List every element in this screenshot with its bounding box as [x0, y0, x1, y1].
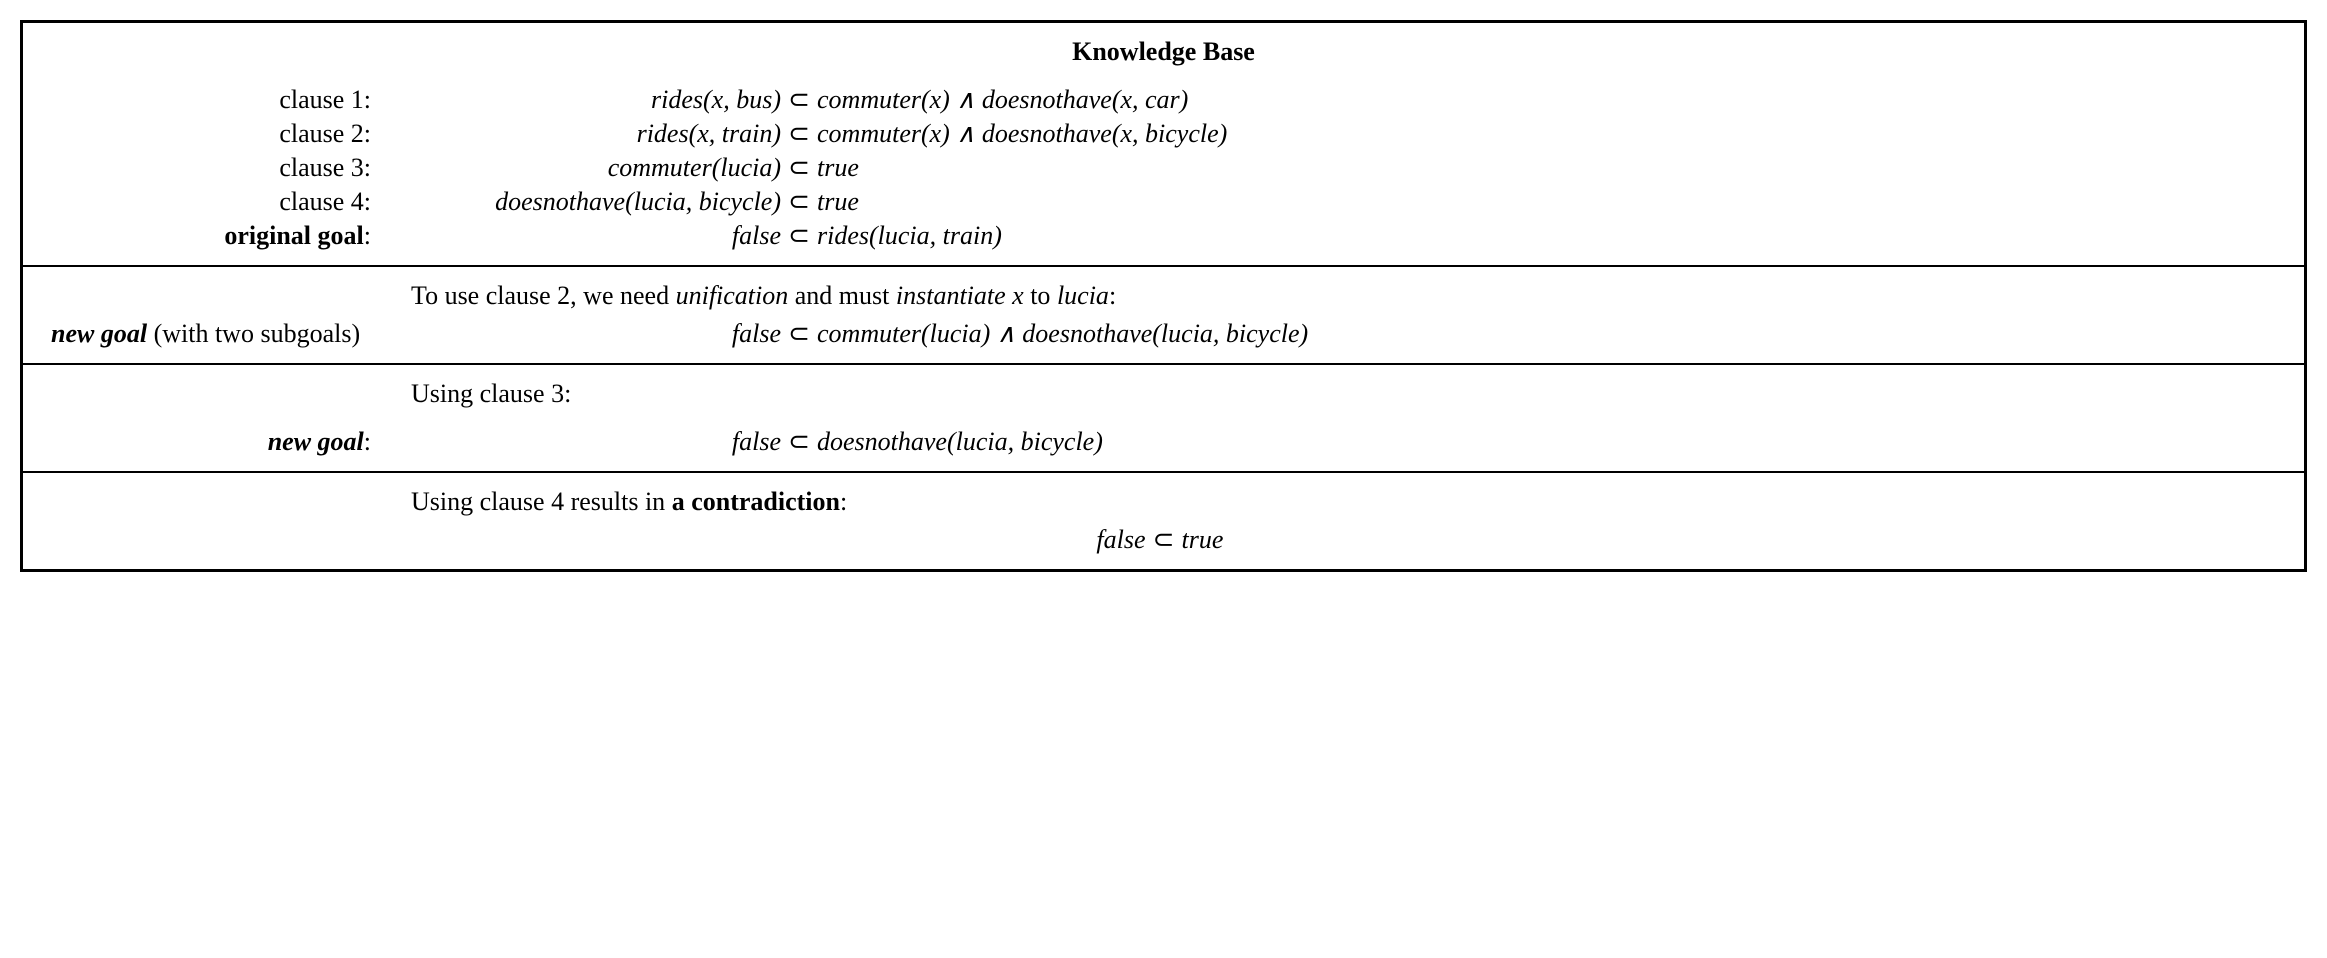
clause-label: clause 2: [51, 119, 391, 149]
step3-note: Using clause 3: [51, 379, 2276, 409]
new-goal-label: new goal: [51, 427, 391, 457]
proof-table: Knowledge Base clause 1: rides(x, bus) ⊂… [20, 20, 2307, 572]
note-text: : [1109, 281, 1116, 310]
kb-grid: clause 1: rides(x, bus) ⊂ commuter(x) ∧ … [51, 85, 2276, 251]
goal-lhs: false [391, 427, 781, 457]
kb-section: Knowledge Base clause 1: rides(x, bus) ⊂… [23, 23, 2304, 267]
note-var: x [1012, 281, 1024, 310]
step4-note: Using clause 4 results in a contradictio… [51, 487, 2276, 517]
goal-rhs: rides(lucia, train) [817, 221, 2276, 251]
goal-rhs: commuter(lucia) ∧ doesnothave(lucia, bic… [817, 319, 2276, 349]
note-text: to [1024, 281, 1057, 310]
clause-label: clause 1: [51, 85, 391, 115]
contradiction-eq: false ⊂ true [51, 525, 2276, 555]
note-text: To use clause 2, we need [411, 281, 676, 310]
clause-lhs: doesnothave(lucia, bicycle) [391, 187, 781, 217]
note-bold: a contradiction [672, 487, 840, 516]
original-goal-label-text: original goal [224, 221, 363, 250]
kb-title: Knowledge Base [51, 37, 2276, 67]
step4-section: Using clause 4 results in a contradictio… [23, 473, 2304, 569]
clause-rhs: commuter(x) ∧ doesnothave(x, bicycle) [817, 119, 2276, 149]
note-italic: instantiate [896, 281, 1006, 310]
subset-sym: ⊂ [1146, 525, 1182, 555]
clause-rhs: true [817, 187, 2276, 217]
note-text: Using clause 4 results in [411, 487, 672, 516]
subset-sym: ⊂ [781, 319, 817, 349]
note-italic: unification [676, 281, 789, 310]
contradiction-lhs: false [51, 525, 1146, 555]
goal-rhs: doesnothave(lucia, bicycle) [817, 427, 2276, 457]
step2-note: To use clause 2, we need unification and… [51, 281, 2276, 311]
original-goal-label: original goal: [51, 221, 391, 251]
clause-rhs: commuter(x) ∧ doesnothave(x, car) [817, 85, 2276, 115]
new-goal-text: new goal [268, 427, 364, 456]
subset-sym: ⊂ [781, 427, 817, 457]
new-goal-text: new goal [51, 319, 147, 348]
step3-grid: new goal: false ⊂ doesnothave(lucia, bic… [51, 427, 2276, 457]
clause-label: clause 3: [51, 153, 391, 183]
subset-sym: ⊂ [781, 221, 817, 251]
clause-rhs: true [817, 153, 2276, 183]
colon: : [364, 427, 371, 456]
subset-sym: ⊂ [781, 187, 817, 217]
clause-lhs: rides(x, bus) [391, 85, 781, 115]
clause-lhs: rides(x, train) [391, 119, 781, 149]
subset-sym: ⊂ [781, 153, 817, 183]
step3-section: Using clause 3: new goal: false ⊂ doesno… [23, 365, 2304, 473]
goal-lhs: false [391, 221, 781, 251]
step2-section: To use clause 2, we need unification and… [23, 267, 2304, 365]
new-goal-paren: (with two subgoals) [147, 319, 360, 348]
contradiction-rhs: true [1182, 525, 2277, 555]
note-text: : [840, 487, 847, 516]
step2-goal-eq: false ⊂ commuter(lucia) ∧ doesnothave(lu… [391, 319, 2276, 349]
new-goal-label: new goal (with two subgoals) [51, 319, 391, 349]
clause-label: clause 4: [51, 187, 391, 217]
goal-lhs: false [391, 319, 781, 349]
subset-sym: ⊂ [781, 119, 817, 149]
subset-sym: ⊂ [781, 85, 817, 115]
clause-lhs: commuter(lucia) [391, 153, 781, 183]
note-text: and must [788, 281, 896, 310]
note-val: lucia [1057, 281, 1109, 310]
step2-goal-row: new goal (with two subgoals) false ⊂ com… [51, 319, 2276, 349]
